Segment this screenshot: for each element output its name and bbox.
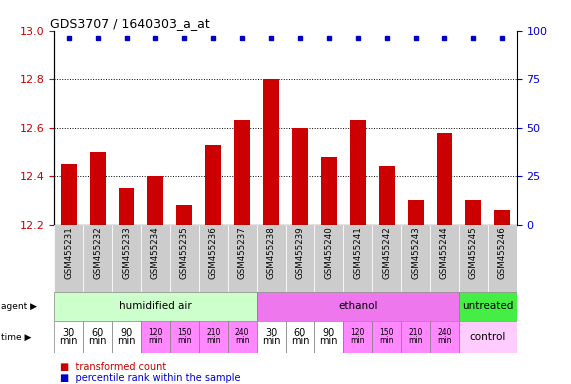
Bar [286, 321, 315, 353]
Bar [494, 210, 510, 225]
Bar [401, 225, 430, 292]
Bar [228, 225, 256, 292]
Bar [112, 321, 141, 353]
Bar [54, 225, 83, 292]
Text: 90
min: 90 min [320, 328, 338, 346]
Bar [206, 145, 221, 225]
Bar [459, 292, 517, 321]
Text: GDS3707 / 1640303_a_at: GDS3707 / 1640303_a_at [50, 17, 210, 30]
Text: 120
min: 120 min [148, 328, 163, 346]
Bar [350, 121, 365, 225]
Bar [459, 321, 517, 353]
Text: GSM455232: GSM455232 [93, 226, 102, 279]
Text: GSM455240: GSM455240 [324, 226, 333, 279]
Text: GSM455237: GSM455237 [238, 226, 247, 279]
Text: ethanol: ethanol [338, 301, 377, 311]
Bar [119, 188, 134, 225]
Text: agent ▶: agent ▶ [1, 302, 37, 311]
Bar [228, 321, 256, 353]
Bar [459, 225, 488, 292]
Text: ■  percentile rank within the sample: ■ percentile rank within the sample [60, 373, 240, 383]
Bar [292, 127, 308, 225]
Text: GSM455233: GSM455233 [122, 226, 131, 279]
Text: GSM455236: GSM455236 [209, 226, 218, 279]
Text: GSM455238: GSM455238 [267, 226, 276, 279]
Text: ■  transformed count: ■ transformed count [60, 362, 166, 372]
Text: 60
min: 60 min [291, 328, 309, 346]
Bar [141, 225, 170, 292]
Bar [263, 79, 279, 225]
Bar [54, 292, 256, 321]
Bar [61, 164, 77, 225]
Bar [256, 292, 459, 321]
Text: GSM455244: GSM455244 [440, 226, 449, 279]
Text: 120
min: 120 min [351, 328, 365, 346]
Bar [234, 121, 250, 225]
Bar [141, 321, 170, 353]
Text: GSM455242: GSM455242 [382, 226, 391, 279]
Bar [83, 321, 112, 353]
Bar [315, 321, 343, 353]
Text: 90
min: 90 min [117, 328, 136, 346]
Bar [256, 225, 286, 292]
Text: 210
min: 210 min [408, 328, 423, 346]
Bar [437, 132, 452, 225]
Bar [343, 321, 372, 353]
Text: 210
min: 210 min [206, 328, 220, 346]
Text: 30
min: 30 min [59, 328, 78, 346]
Text: GSM455234: GSM455234 [151, 226, 160, 279]
Bar [343, 225, 372, 292]
Bar [170, 225, 199, 292]
Text: GSM455245: GSM455245 [469, 226, 478, 279]
Text: time ▶: time ▶ [1, 333, 31, 341]
Bar [379, 166, 395, 225]
Text: 150
min: 150 min [177, 328, 192, 346]
Bar [199, 321, 228, 353]
Bar [54, 321, 83, 353]
Bar [90, 152, 106, 225]
Text: 150
min: 150 min [379, 328, 394, 346]
Bar [488, 225, 517, 292]
Text: 240
min: 240 min [437, 328, 452, 346]
Bar [170, 321, 199, 353]
Bar [286, 225, 315, 292]
Text: control: control [470, 332, 506, 342]
Text: humidified air: humidified air [119, 301, 192, 311]
Bar [83, 225, 112, 292]
Bar [199, 225, 228, 292]
Text: 60
min: 60 min [89, 328, 107, 346]
Text: 30
min: 30 min [262, 328, 280, 346]
Text: GSM455243: GSM455243 [411, 226, 420, 279]
Bar [465, 200, 481, 225]
Bar [401, 321, 430, 353]
Bar [430, 321, 459, 353]
Text: GSM455231: GSM455231 [64, 226, 73, 279]
Bar [147, 176, 163, 225]
Bar [256, 321, 286, 353]
Text: untreated: untreated [462, 301, 513, 311]
Text: 240
min: 240 min [235, 328, 250, 346]
Bar [176, 205, 192, 225]
Bar [112, 225, 141, 292]
Text: GSM455241: GSM455241 [353, 226, 362, 279]
Bar [372, 321, 401, 353]
Text: GSM455235: GSM455235 [180, 226, 189, 279]
Bar [430, 225, 459, 292]
Bar [408, 200, 424, 225]
Text: GSM455239: GSM455239 [295, 226, 304, 279]
Text: GSM455246: GSM455246 [498, 226, 507, 279]
Bar [321, 157, 337, 225]
Bar [315, 225, 343, 292]
Bar [372, 225, 401, 292]
